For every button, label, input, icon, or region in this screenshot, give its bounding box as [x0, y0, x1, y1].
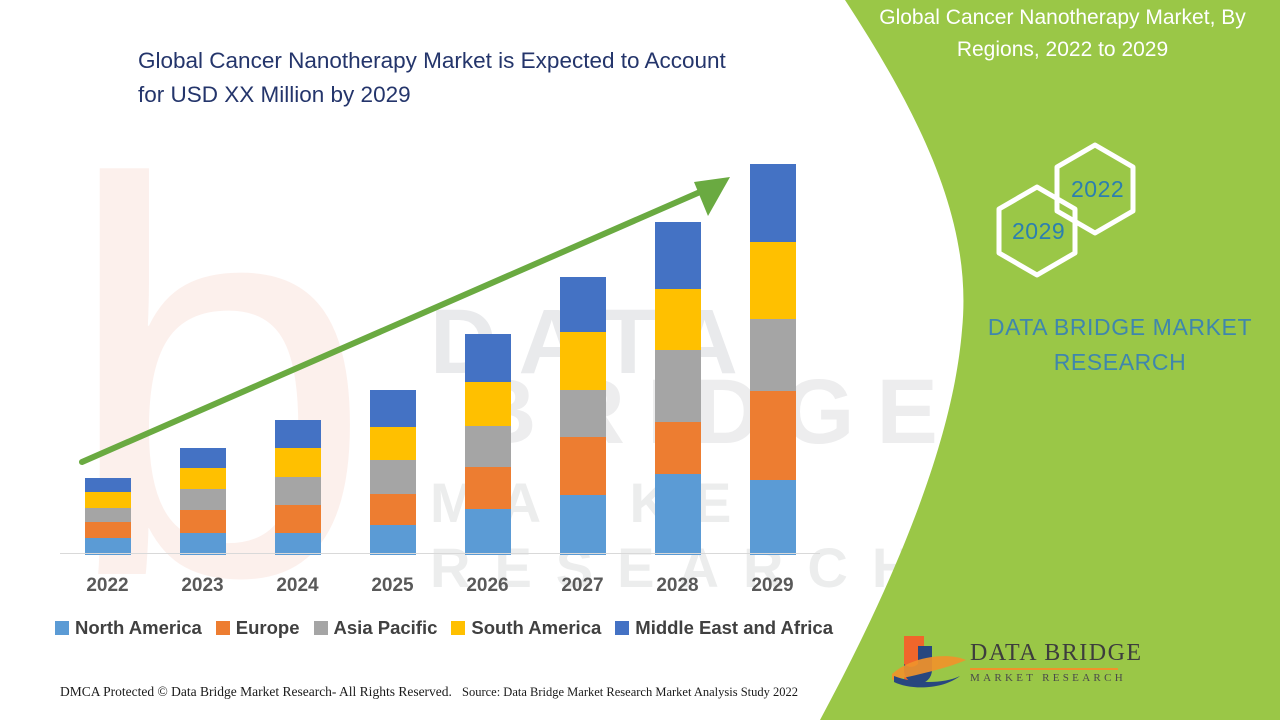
bar-segment: [654, 288, 701, 351]
legend-swatch-icon: [215, 621, 230, 635]
hexagon-label-2029: 2029: [1012, 218, 1066, 244]
x-label-2025: 2025: [371, 575, 414, 596]
bar-segment: [559, 277, 606, 333]
legend-label: North America: [75, 617, 202, 638]
bar-segment: [274, 505, 321, 533]
bar-segment: [179, 532, 226, 555]
bar-segment: [274, 420, 321, 448]
footer-source: Source: Data Bridge Market Research Mark…: [462, 685, 799, 699]
x-axis-labels: 2022 2023 2024 2025 2026 2027 2028 2029: [60, 575, 820, 601]
bar-segment: [84, 538, 131, 555]
data-bridge-logo-mark: [892, 636, 966, 688]
bar-segment: [369, 493, 416, 526]
legend-swatch-icon: [313, 621, 328, 635]
logo-tagline: MARKET RESEARCH: [970, 672, 1126, 684]
legend-item[interactable]: Asia Pacific: [313, 617, 438, 639]
x-label-2024: 2024: [276, 575, 319, 596]
bar-segment: [464, 382, 511, 426]
bar-segment: [369, 426, 416, 460]
hexagon-label-2022: 2022: [1071, 176, 1125, 202]
logo-title: DATA BRIDGE: [970, 640, 1143, 666]
bar-segment: [179, 510, 226, 533]
legend-label: Asia Pacific: [333, 617, 438, 638]
bar-segment: [369, 459, 416, 494]
bar-segment: [179, 447, 226, 469]
hexagon-badges: 2022 2029: [975, 135, 1175, 295]
footer-copyright: DMCA Protected © Data Bridge Market Rese…: [60, 684, 452, 699]
bar-segment: [749, 390, 796, 480]
bar-segment: [84, 522, 131, 539]
bar-chart-plot: [60, 150, 820, 555]
bar-segment: [274, 447, 321, 477]
bar-segment: [749, 318, 796, 391]
bar-segment: [559, 437, 606, 495]
legend-item[interactable]: Middle East and Africa: [615, 617, 833, 639]
brand-line-1: DATA BRIDGE MARKET: [987, 314, 1253, 340]
bar-segment: [654, 422, 701, 475]
legend-swatch-icon: [615, 621, 630, 635]
brand-line-2: RESEARCH: [1053, 349, 1187, 375]
bar-segment: [179, 468, 226, 490]
legend-item[interactable]: Europe: [215, 617, 300, 639]
bar-2023[interactable]: [179, 447, 226, 555]
bar-segment: [749, 242, 796, 319]
bar-segment: [749, 163, 796, 243]
legend-label: Europe: [235, 617, 300, 638]
x-label-2023: 2023: [181, 575, 224, 596]
legend-swatch-icon: [451, 621, 466, 635]
bar-segment: [464, 334, 511, 383]
bar-segment: [654, 350, 701, 423]
panel-title: Global Cancer Nanotherapy Market, By Reg…: [879, 6, 1246, 61]
logo-wordmark: DATA BRIDGE MARKET RESEARCH: [970, 640, 1143, 684]
legend-label: Middle East and Africa: [635, 617, 833, 638]
bar-segment: [84, 492, 131, 509]
bar-segment: [84, 477, 131, 493]
bar-2025[interactable]: [369, 389, 416, 555]
legend-item[interactable]: South America: [451, 617, 601, 639]
x-label-2027: 2027: [561, 575, 604, 596]
logo-divider: [970, 668, 1118, 670]
chart-title: Global Cancer Nanotherapy Market is Expe…: [138, 48, 726, 107]
x-axis-line: [60, 553, 820, 554]
bar-segment: [464, 425, 511, 467]
chart-legend: North America Europe Asia Pacific South Ame…: [55, 615, 845, 641]
bar-segment: [84, 508, 131, 523]
legend-swatch-icon: [55, 621, 69, 635]
x-label-2022: 2022: [86, 575, 129, 596]
hexagon-outlines: [996, 142, 1136, 278]
bar-segment: [749, 479, 796, 555]
bar-segment: [559, 332, 606, 390]
x-label-2029: 2029: [751, 575, 794, 596]
bar-2029[interactable]: [749, 163, 796, 555]
bar-segment: [654, 222, 701, 289]
x-label-2028: 2028: [656, 575, 699, 596]
bar-2026[interactable]: [464, 334, 511, 555]
bar-segment: [274, 476, 321, 506]
bar-segment: [559, 494, 606, 555]
bar-2022[interactable]: [84, 477, 131, 555]
brand-name: DATA BRIDGE MARKET RESEARCH: [960, 310, 1280, 380]
bar-segment: [464, 467, 511, 510]
bar-2028[interactable]: [654, 222, 701, 555]
bar-segment: [464, 509, 511, 555]
bar-2027[interactable]: [559, 277, 606, 555]
bar-segment: [369, 525, 416, 555]
x-label-2026: 2026: [466, 575, 509, 596]
bar-segment: [179, 489, 226, 511]
bar-2024[interactable]: [274, 420, 321, 555]
bar-segment: [559, 389, 606, 438]
legend-label: South America: [471, 617, 602, 638]
growth-arrow: [79, 177, 730, 465]
bar-segment: [654, 474, 701, 555]
bar-segment: [274, 532, 321, 555]
bar-segment: [369, 389, 416, 427]
green-side-panel: [820, 0, 1280, 720]
legend-item[interactable]: North America: [55, 617, 202, 639]
